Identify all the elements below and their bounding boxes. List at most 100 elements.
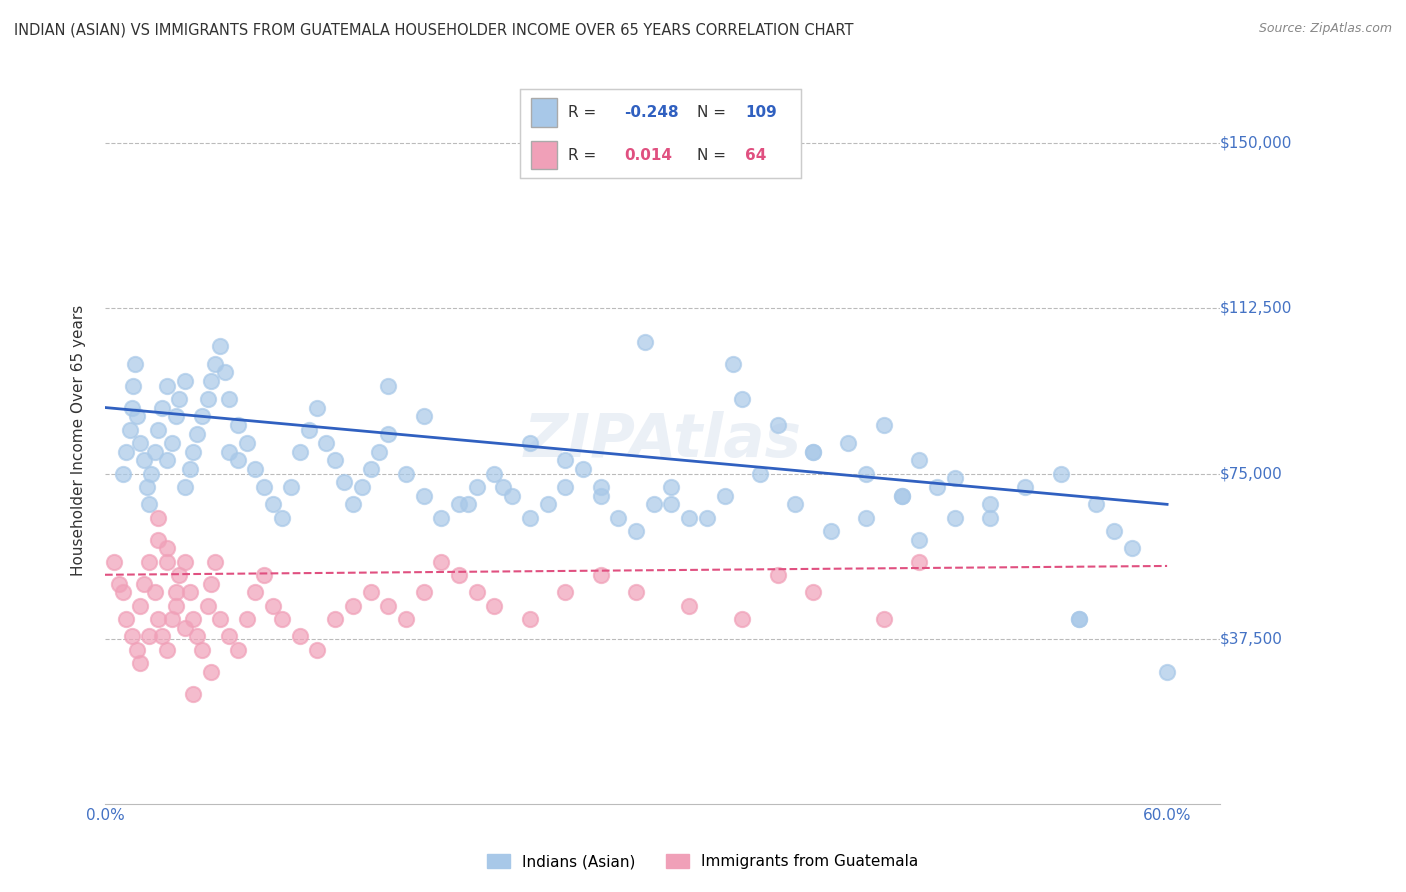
Text: $75,000: $75,000 xyxy=(1220,466,1282,481)
Text: R =: R = xyxy=(568,105,596,120)
Point xyxy=(173,555,195,569)
Point xyxy=(121,629,143,643)
Point xyxy=(125,409,148,424)
Point xyxy=(297,423,319,437)
Point xyxy=(801,444,824,458)
Point xyxy=(342,497,364,511)
Point xyxy=(115,612,138,626)
Point xyxy=(412,409,434,424)
Point xyxy=(501,489,523,503)
Point xyxy=(245,585,267,599)
Point xyxy=(661,480,683,494)
Point xyxy=(111,467,134,481)
Point xyxy=(288,629,311,643)
Point xyxy=(465,585,488,599)
Point xyxy=(1156,665,1178,679)
Point xyxy=(218,392,240,406)
Point xyxy=(519,510,541,524)
Text: -0.248: -0.248 xyxy=(624,105,679,120)
Point xyxy=(519,612,541,626)
Point xyxy=(1102,524,1125,538)
Point xyxy=(766,418,789,433)
Point xyxy=(731,392,754,406)
Point xyxy=(1050,467,1073,481)
Point xyxy=(235,435,257,450)
Point xyxy=(179,462,201,476)
Point xyxy=(412,489,434,503)
Point xyxy=(191,642,214,657)
Point xyxy=(204,357,226,371)
Point xyxy=(943,471,966,485)
Point xyxy=(554,480,576,494)
Point xyxy=(634,334,657,349)
Point xyxy=(554,453,576,467)
Point xyxy=(183,687,205,701)
Point xyxy=(108,576,131,591)
Point xyxy=(350,480,373,494)
Point xyxy=(218,629,240,643)
Point xyxy=(360,585,382,599)
Point xyxy=(307,401,329,415)
Point xyxy=(925,480,948,494)
Point xyxy=(280,480,302,494)
Point xyxy=(218,444,240,458)
Point xyxy=(377,426,399,441)
Point xyxy=(536,497,558,511)
Point xyxy=(165,409,187,424)
Point xyxy=(661,497,683,511)
Point xyxy=(307,642,329,657)
Point xyxy=(150,629,173,643)
Point xyxy=(150,401,173,415)
Point xyxy=(484,467,506,481)
Point xyxy=(136,480,159,494)
Point xyxy=(873,418,896,433)
Point xyxy=(624,524,647,538)
Point xyxy=(368,444,391,458)
Text: 64: 64 xyxy=(745,148,766,162)
Point xyxy=(554,585,576,599)
Point xyxy=(589,567,612,582)
Point xyxy=(209,612,232,626)
Text: INDIAN (ASIAN) VS IMMIGRANTS FROM GUATEMALA HOUSEHOLDER INCOME OVER 65 YEARS COR: INDIAN (ASIAN) VS IMMIGRANTS FROM GUATEM… xyxy=(14,22,853,37)
Point xyxy=(801,585,824,599)
Point xyxy=(315,435,337,450)
Point xyxy=(1067,612,1090,626)
Point xyxy=(1121,541,1143,556)
Point xyxy=(226,453,249,467)
Point xyxy=(253,480,276,494)
Point xyxy=(801,444,824,458)
Point xyxy=(124,357,146,371)
Point xyxy=(183,444,205,458)
Point xyxy=(139,467,162,481)
Point xyxy=(156,378,179,392)
Point xyxy=(785,497,807,511)
Legend: Indians (Asian), Immigrants from Guatemala: Indians (Asian), Immigrants from Guatema… xyxy=(481,848,925,875)
Point xyxy=(908,453,931,467)
Point xyxy=(165,599,187,613)
Point xyxy=(138,497,160,511)
Point xyxy=(156,555,179,569)
Point xyxy=(122,378,145,392)
Point xyxy=(143,444,166,458)
Point xyxy=(713,489,735,503)
Point xyxy=(111,585,134,599)
Point xyxy=(132,453,155,467)
Point xyxy=(908,555,931,569)
Point xyxy=(492,480,515,494)
FancyBboxPatch shape xyxy=(531,98,557,127)
Point xyxy=(457,497,479,511)
Text: Source: ZipAtlas.com: Source: ZipAtlas.com xyxy=(1258,22,1392,36)
Point xyxy=(115,444,138,458)
Point xyxy=(197,599,219,613)
Point xyxy=(146,423,169,437)
Point xyxy=(465,480,488,494)
Point xyxy=(377,599,399,613)
Point xyxy=(342,599,364,613)
Point xyxy=(979,510,1001,524)
Point xyxy=(138,555,160,569)
Point xyxy=(173,621,195,635)
Point xyxy=(723,357,745,371)
Text: $150,000: $150,000 xyxy=(1220,136,1292,151)
Point xyxy=(696,510,718,524)
Point xyxy=(186,426,208,441)
